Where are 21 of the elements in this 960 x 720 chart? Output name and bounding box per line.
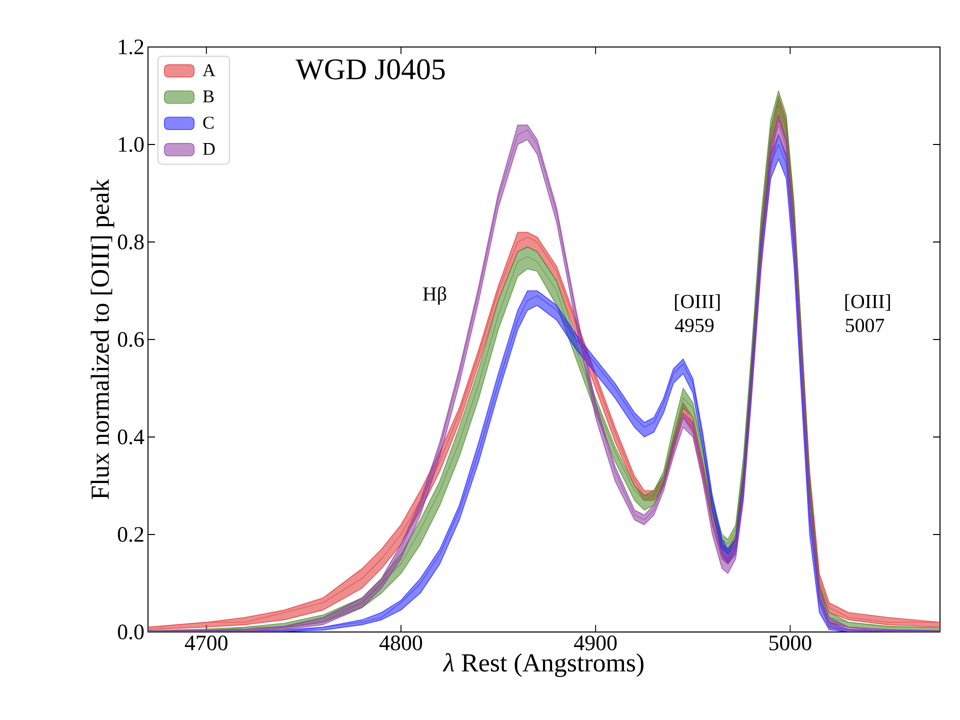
x-axis-title: λ Rest (Angstroms) [442, 653, 644, 677]
y-tick-label: 0.6 [118, 332, 144, 347]
x-tick-label: 5000 [770, 636, 812, 650]
legend-label: B [203, 90, 214, 102]
x-tick-label: 4900 [574, 636, 617, 650]
x-tick-label: 4800 [379, 636, 422, 650]
y-tick-label: 0.2 [118, 527, 144, 542]
x-tick-label: 4700 [184, 636, 228, 650]
y-axis-title: Flux normalized to [OIII] peak [90, 179, 114, 500]
y-tick-label: 0.4 [118, 430, 144, 444]
y-tick-label: 0.0 [118, 624, 144, 640]
legend-label: A [202, 64, 216, 76]
chart-title: WGD J0405 [296, 59, 445, 80]
annotation: [OIII] 5007 [845, 294, 890, 332]
annotation: Hβ [423, 286, 446, 305]
legend-label: C [203, 116, 214, 129]
annotation: [OIII] 4959 [674, 294, 720, 332]
legend-label: D [203, 143, 215, 155]
y-tick-label: 1.0 [119, 137, 144, 152]
y-tick-label: 1.2 [119, 40, 144, 54]
y-tick-label: 0.8 [118, 234, 144, 250]
